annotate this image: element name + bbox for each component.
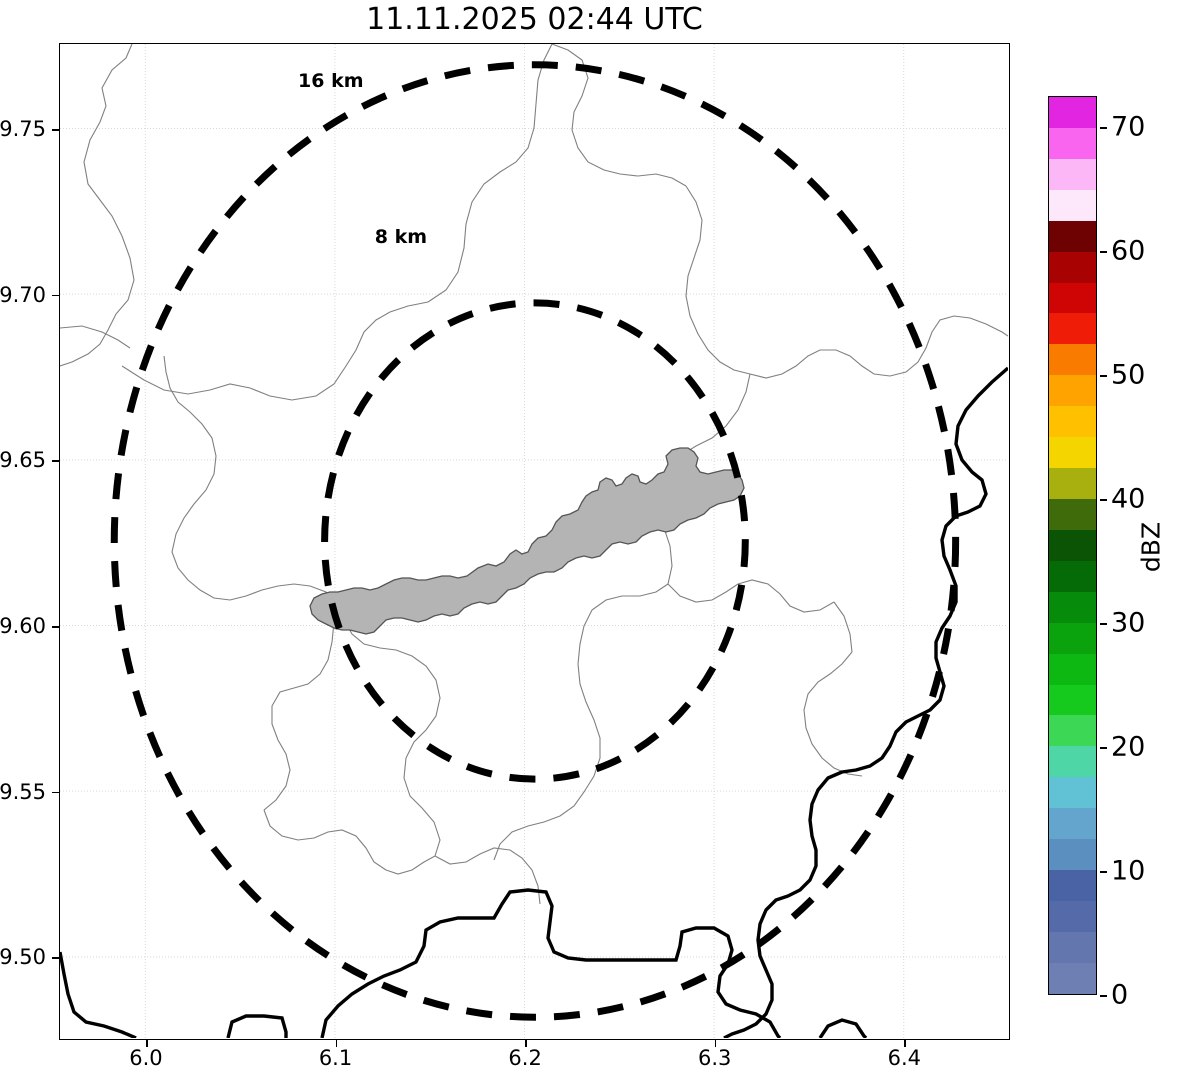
- longitude-tick-mark: [335, 1040, 338, 1047]
- longitude-tick-label: 6.4: [887, 1046, 922, 1070]
- colorbar-band: [1049, 468, 1096, 499]
- range-rings: [110, 61, 960, 1021]
- page-title: 11.11.2025 02:44 UTC: [366, 2, 703, 37]
- colorbar-tick-mark: [1100, 251, 1107, 253]
- colorbar-tick-label: 10: [1111, 855, 1146, 887]
- colorbar-tick-mark: [1100, 127, 1107, 129]
- colorbar-tick-mark: [1100, 871, 1107, 873]
- colorbar[interactable]: [1048, 96, 1097, 995]
- colorbar-band: [1049, 251, 1096, 283]
- colorbar-band: [1049, 498, 1096, 530]
- colorbar-band: [1049, 158, 1096, 190]
- colorbar-band: [1049, 344, 1096, 376]
- colorbar-band: [1049, 808, 1096, 840]
- colorbar-band: [1049, 97, 1096, 128]
- colorbar-band: [1049, 529, 1096, 561]
- latitude-tick-label: 49.65: [0, 448, 46, 473]
- latitude-tick-label: 49.70: [0, 282, 46, 307]
- city-area-polygon[interactable]: [309, 447, 745, 635]
- colorbar-band: [1049, 560, 1096, 592]
- latitude-tick-label: 49.75: [0, 117, 46, 142]
- colorbar-band: [1049, 437, 1096, 469]
- colorbar-tick-label: 50: [1111, 359, 1146, 391]
- map-canvas: [60, 44, 1008, 1038]
- latitude-tick-mark: [52, 957, 59, 960]
- latitude-tick-mark: [52, 294, 59, 297]
- admin-border-lines: [60, 44, 1008, 905]
- colorbar-band: [1049, 715, 1096, 747]
- colorbar-band: [1049, 870, 1096, 901]
- colorbar-tick-mark: [1100, 499, 1107, 501]
- colorbar-band: [1049, 282, 1096, 314]
- longitude-tick-mark: [525, 1040, 527, 1047]
- longitude-tick-label: 6.2: [508, 1046, 542, 1070]
- colorbar-band: [1049, 220, 1096, 252]
- latitude-tick-mark: [52, 129, 59, 131]
- map-gridlines: [60, 44, 1008, 1038]
- colorbar-tick-label: 40: [1111, 483, 1146, 515]
- colorbar-tick-label: 30: [1111, 607, 1146, 639]
- range-ring-label-8km: 8 km: [374, 225, 428, 248]
- colorbar-band: [1049, 189, 1096, 221]
- colorbar-band: [1049, 375, 1096, 407]
- colorbar-band: [1049, 684, 1096, 716]
- colorbar-axis-label: dBZ: [1136, 521, 1166, 573]
- colorbar-band: [1049, 962, 1096, 994]
- latitude-tick-label: 49.60: [0, 614, 46, 639]
- colorbar-band: [1049, 653, 1096, 685]
- colorbar-band: [1049, 622, 1096, 654]
- colorbar-tick-label: 60: [1111, 235, 1146, 267]
- colorbar-band: [1049, 839, 1096, 871]
- colorbar-band: [1049, 591, 1096, 623]
- map-panel[interactable]: [59, 43, 1010, 1040]
- colorbar-band: [1049, 746, 1096, 778]
- range-ring: [110, 61, 960, 1021]
- colorbar-band: [1049, 313, 1096, 345]
- longitude-tick-label: 6.1: [318, 1046, 353, 1070]
- colorbar-tick-mark: [1100, 375, 1107, 377]
- latitude-tick-label: 49.50: [0, 945, 46, 970]
- longitude-tick-mark: [904, 1040, 906, 1047]
- colorbar-band: [1049, 406, 1096, 438]
- national-border-lines: [60, 366, 1008, 1038]
- colorbar-tick-label: 20: [1111, 731, 1146, 763]
- latitude-tick-mark: [52, 626, 59, 628]
- longitude-tick-mark: [714, 1040, 717, 1047]
- longitude-tick-label: 6.3: [698, 1046, 732, 1070]
- latitude-tick-mark: [52, 791, 59, 794]
- colorbar-tick-label: 0: [1111, 979, 1129, 1011]
- longitude-tick-mark: [145, 1040, 148, 1047]
- colorbar-tick-label: 70: [1111, 111, 1146, 143]
- colorbar-band: [1049, 931, 1096, 963]
- longitude-tick-label: 6.0: [129, 1046, 163, 1070]
- colorbar-band: [1049, 900, 1096, 932]
- colorbar-band: [1049, 777, 1096, 809]
- latitude-tick-label: 49.55: [0, 779, 46, 804]
- colorbar-tick-mark: [1100, 623, 1107, 625]
- range-ring-label-16km: 16 km: [298, 70, 364, 93]
- range-ring: [321, 299, 749, 783]
- colorbar-band: [1049, 127, 1096, 159]
- latitude-tick-mark: [52, 460, 59, 463]
- colorbar-tick-mark: [1100, 747, 1107, 749]
- colorbar-tick-mark: [1100, 995, 1107, 997]
